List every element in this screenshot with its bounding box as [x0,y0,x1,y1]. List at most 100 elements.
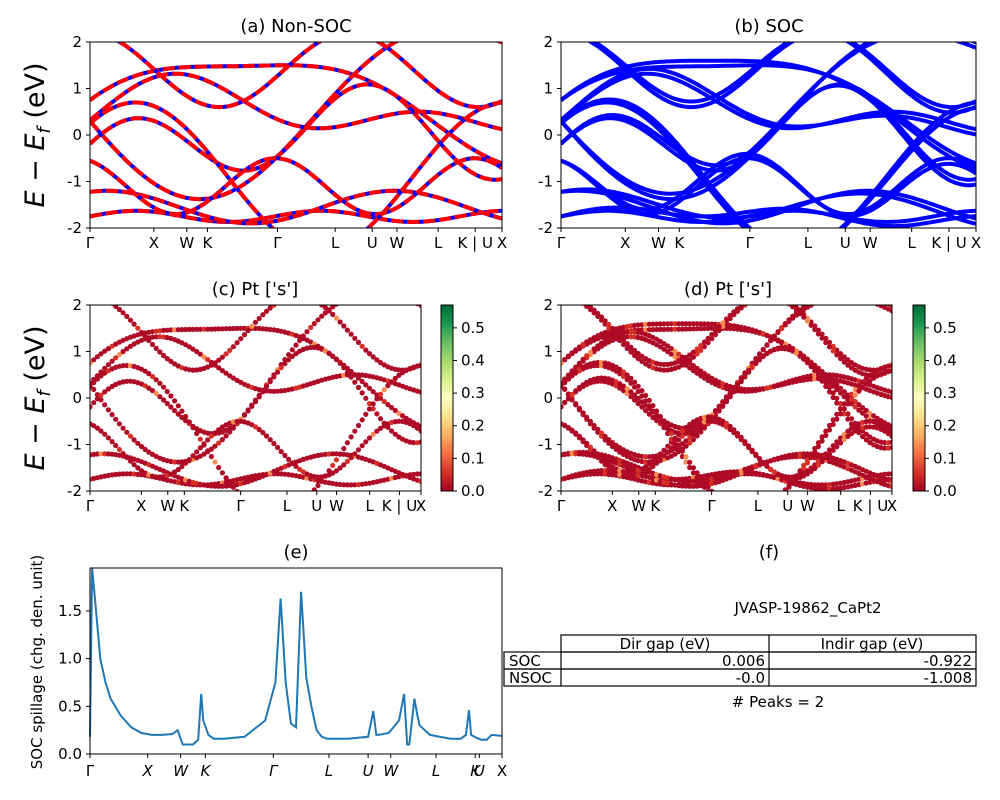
projection-point [352,482,358,488]
projection-point [661,321,667,327]
projection-point [723,316,730,322]
projection-point [834,416,840,422]
projection-point [116,352,122,358]
projection-point [841,436,847,443]
projection-point [864,292,869,297]
table-header-indir: Indir gap (eV) [821,635,924,653]
projection-point [812,465,818,472]
projection-point [377,360,384,366]
projection-point [815,376,822,382]
projection-point [602,433,608,439]
projection-point [683,424,689,431]
projection-point [628,389,634,395]
projection-point [374,289,379,294]
soc-band [561,97,976,228]
projection-point [683,354,689,361]
projection-point [396,418,402,424]
projection-point [860,297,865,302]
projection-point [212,430,218,436]
projection-point [772,499,777,504]
projection-point [819,372,825,378]
projection-point [804,471,811,477]
projection-point [216,483,222,489]
projection-point [216,357,222,363]
projection-point [253,505,258,510]
projection-point [764,504,769,509]
projection-point [573,297,578,302]
colorbar-label: 0.4 [461,351,485,369]
projection-point [87,293,92,298]
projection-point [823,335,829,341]
projection-point [749,386,755,393]
projection-point [804,305,810,310]
projection-point [355,372,362,378]
projection-point [146,385,152,391]
projection-point [562,386,568,392]
colorbar-label: 0.0 [933,482,957,500]
projection-point [374,357,380,363]
projection-point [668,326,674,332]
projection-point [643,327,649,333]
projection-point [760,459,766,466]
ytick-label: 1 [72,343,82,361]
projection-point [337,319,343,325]
table-header-dir: Dir gap (eV) [620,635,711,653]
projection-point [717,496,722,501]
projection-point [230,344,236,350]
projection-point [565,353,572,359]
projection-point [149,341,156,348]
table-row-nsoc-dir: -0.0 [736,669,765,687]
projection-point [352,428,358,434]
projection-point [396,293,401,298]
projection-point [566,293,571,298]
projection-point [249,503,254,508]
soc-band [561,156,976,216]
projection-point [106,299,111,304]
projection-point [366,351,373,357]
soc-band [561,100,976,228]
projection-point [407,298,412,303]
projection-point [404,296,409,301]
projection-point [786,300,791,305]
projection-point [333,315,339,321]
projection-point [94,376,100,382]
projection-point [863,413,869,419]
projection-point [252,424,259,430]
projection-point [628,375,634,381]
projection-point [793,454,800,460]
projection-point [278,449,284,455]
projection-point [793,350,800,356]
projection-point [797,470,803,476]
projection-point [587,444,594,450]
projection-point [595,426,601,432]
xtick-label: X [497,762,507,780]
projection-point [848,396,855,403]
projection-point [116,471,122,477]
projection-point [127,458,134,464]
projection-point [889,305,892,308]
projection-point [849,289,854,294]
peaks-count: # Peaks = 2 [732,693,824,711]
projection-point [742,512,747,517]
projection-point [212,360,218,366]
projection-point [98,351,104,357]
projection-point [304,329,310,335]
projection-point [720,323,726,329]
panel-e-axes: 0.00.51.01.5Γ X W K Γ L U W L KU X [58,567,507,780]
projection-point [760,353,766,359]
projection-point [252,319,259,325]
colorbar-label: 0.4 [933,351,957,369]
projection-point [676,321,682,327]
projection-point [120,349,126,355]
projection-point [576,433,583,439]
projection-point [153,334,159,340]
projection-point [219,483,225,489]
projection-point [687,435,693,441]
projection-point [724,502,729,507]
projection-point [109,412,115,418]
projection-point [598,340,605,346]
projection-point [366,385,373,391]
xtick-label: X [136,497,146,515]
projection-point [348,434,354,440]
